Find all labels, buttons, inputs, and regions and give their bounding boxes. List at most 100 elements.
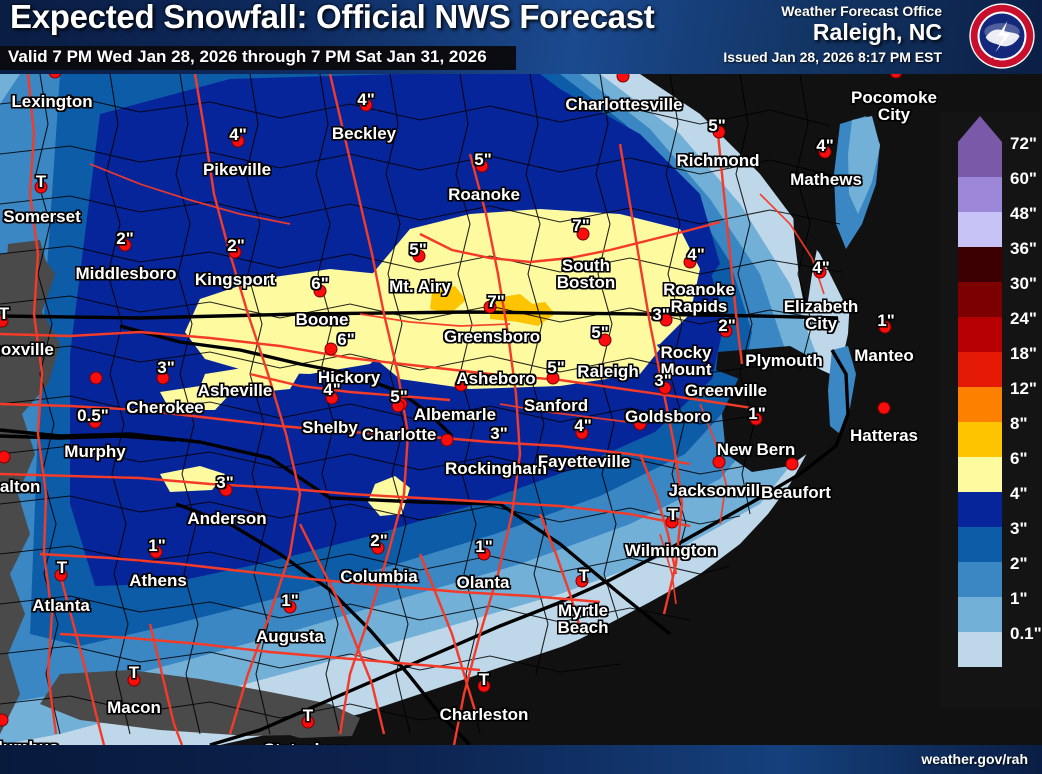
city-marker-dot[interactable] xyxy=(475,159,489,173)
legend-label: 1" xyxy=(1010,589,1028,608)
city-marker-dot[interactable] xyxy=(877,401,891,415)
legend-label: 3" xyxy=(1010,519,1028,538)
city-marker-dot[interactable] xyxy=(749,412,763,426)
city-marker-dot[interactable] xyxy=(54,568,68,582)
legend-band xyxy=(958,422,1002,457)
legend-band xyxy=(958,177,1002,212)
coastline-nc xyxy=(209,349,850,745)
city-marker-dot[interactable] xyxy=(719,324,733,338)
city-marker-dot[interactable] xyxy=(454,378,468,392)
city-marker-dot[interactable] xyxy=(665,515,679,529)
pamlico-sound xyxy=(722,360,838,472)
city-marker-dot[interactable] xyxy=(412,249,426,263)
city-marker-dot[interactable] xyxy=(283,600,297,614)
city-marker-dot[interactable] xyxy=(658,381,672,395)
outer-banks xyxy=(828,346,856,434)
city-marker-dot[interactable] xyxy=(301,715,315,729)
band-6in-finger-a xyxy=(200,366,300,394)
legend-label: 24" xyxy=(1010,309,1037,328)
city-marker-dot[interactable] xyxy=(878,320,892,334)
city-marker-dot[interactable] xyxy=(546,371,560,385)
legend-label: 6" xyxy=(1010,449,1028,468)
city-marker-dot[interactable] xyxy=(127,673,141,687)
city-marker-dot[interactable] xyxy=(683,255,697,269)
legend-label: 60" xyxy=(1010,169,1037,188)
legend-band xyxy=(958,212,1002,247)
legend-label: 18" xyxy=(1010,344,1037,363)
city-marker-dot[interactable] xyxy=(598,333,612,347)
city-marker-dot[interactable] xyxy=(34,180,48,194)
city-marker-dot[interactable] xyxy=(0,450,11,464)
graphic-footer: weather.gov/rah xyxy=(0,745,1042,774)
city-marker-dot[interactable] xyxy=(440,433,454,447)
city-marker-dot[interactable] xyxy=(712,455,726,469)
legend-band xyxy=(958,317,1002,352)
city-marker-dot[interactable] xyxy=(89,371,103,385)
city-marker-dot[interactable] xyxy=(818,145,832,159)
legend-band xyxy=(958,632,1002,667)
city-marker-dot[interactable] xyxy=(616,74,630,83)
state-borders xyxy=(0,310,850,745)
legend-band xyxy=(958,457,1002,492)
issued-timestamp: Issued Jan 28, 2026 8:17 PM EST xyxy=(723,49,942,65)
city-marker-dot[interactable] xyxy=(813,265,827,279)
legend-band xyxy=(958,597,1002,632)
legend-band xyxy=(958,142,1002,177)
city-marker-dot[interactable] xyxy=(149,545,163,559)
graphic-header: Expected Snowfall: Official NWS Forecast… xyxy=(0,0,1042,74)
city-marker-dot[interactable] xyxy=(324,342,338,356)
city-marker-dot[interactable] xyxy=(371,541,385,555)
legend-band xyxy=(958,282,1002,317)
city-marker-dot[interactable] xyxy=(0,713,9,727)
legend-label: 0.1" xyxy=(1010,624,1042,643)
legend-band xyxy=(958,387,1002,422)
border-nc-sc xyxy=(0,428,672,636)
legend-band xyxy=(958,352,1002,387)
city-marker-dot[interactable] xyxy=(231,134,245,148)
page-title: Expected Snowfall: Official NWS Forecast xyxy=(10,0,655,35)
forecast-map[interactable]: Lexington T Somerset 4" Pikeville 4" Beckley Ch… xyxy=(0,74,1042,745)
legend-band xyxy=(958,562,1002,597)
city-marker-dot[interactable] xyxy=(228,245,242,259)
city-marker-dot[interactable] xyxy=(575,574,589,588)
city-marker-dot[interactable] xyxy=(313,284,327,298)
city-marker-dot[interactable] xyxy=(219,483,233,497)
office-city: Raleigh, NC xyxy=(812,19,942,45)
footer-url[interactable]: weather.gov/rah xyxy=(921,751,1028,767)
legend-label: 8" xyxy=(1010,414,1028,433)
snowfall-color-legend[interactable]: 72" 60" 48" 36" 30" 24" 18" 12" 8" 6" 4" 3" 2" 1" 0.1" xyxy=(940,112,1042,708)
city-marker-dot[interactable] xyxy=(575,426,589,440)
city-marker-dot[interactable] xyxy=(477,547,491,561)
band-6in-finger-c xyxy=(160,466,225,492)
nws-seal-icon xyxy=(969,3,1035,69)
city-marker-dot[interactable] xyxy=(359,98,373,112)
legend-band xyxy=(958,492,1002,527)
city-marker-dot[interactable] xyxy=(477,679,491,693)
city-marker-dot[interactable] xyxy=(633,417,647,431)
city-marker-dot[interactable] xyxy=(156,371,170,385)
border-ga-sc xyxy=(175,502,472,745)
city-marker-dot[interactable] xyxy=(391,399,405,413)
city-marker-dot[interactable] xyxy=(659,313,673,327)
map-svg xyxy=(0,74,1042,745)
city-marker-dot[interactable] xyxy=(325,391,339,405)
border-va-nc xyxy=(0,310,839,320)
city-marker-dot[interactable] xyxy=(0,314,9,328)
city-marker-dot[interactable] xyxy=(88,415,102,429)
city-marker-dot[interactable] xyxy=(483,300,497,314)
band-8in-pocket-a xyxy=(430,286,466,314)
highways xyxy=(0,74,753,745)
valid-period-bar xyxy=(0,46,516,70)
band-6in-west xyxy=(185,269,400,374)
city-marker-dot[interactable] xyxy=(712,125,726,139)
city-marker-dot[interactable] xyxy=(118,238,132,252)
legend-label: 4" xyxy=(1010,484,1028,503)
legend-band xyxy=(958,247,1002,282)
border-tn-nc xyxy=(119,324,454,438)
office-label: Weather Forecast Office xyxy=(781,3,942,19)
legend-label: 2" xyxy=(1010,554,1028,573)
atlantic-ocean xyxy=(360,74,1042,745)
city-marker-dot[interactable] xyxy=(785,457,799,471)
city-marker-dot[interactable] xyxy=(576,227,590,241)
